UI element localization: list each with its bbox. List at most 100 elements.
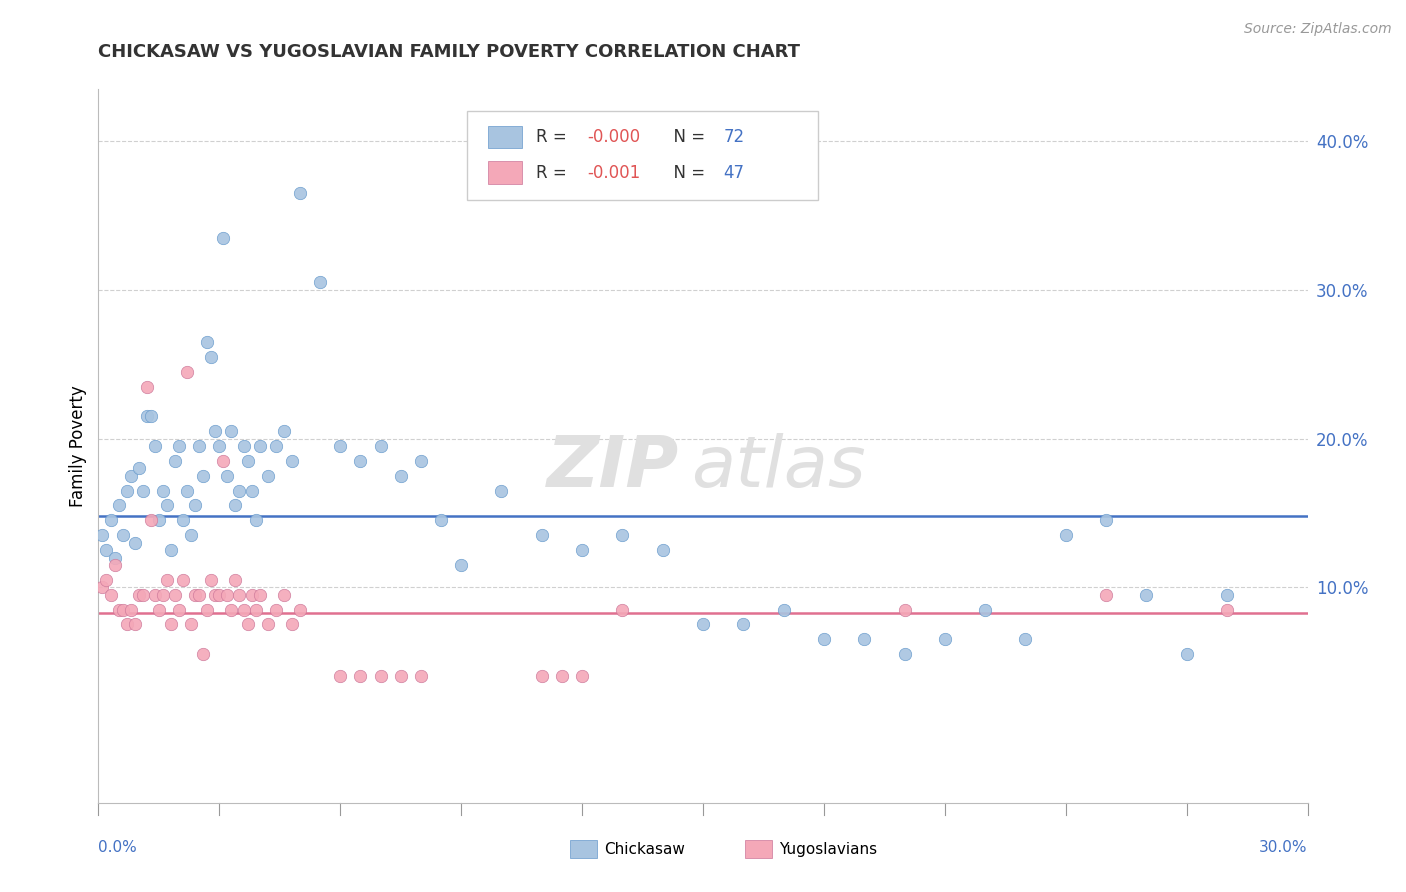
Point	[152, 483, 174, 498]
Point	[148, 602, 170, 616]
Point	[188, 588, 211, 602]
Point	[100, 588, 122, 602]
Point	[200, 573, 222, 587]
Point	[167, 602, 190, 616]
Point	[115, 483, 138, 498]
Point	[195, 334, 218, 349]
Text: 0.0%: 0.0%	[98, 840, 138, 855]
Point	[571, 543, 593, 558]
Point	[208, 439, 231, 453]
Point	[124, 535, 146, 549]
Point	[135, 409, 157, 424]
Text: N =: N =	[664, 128, 710, 146]
Point	[224, 573, 246, 587]
Text: 47: 47	[724, 164, 745, 182]
Point	[273, 588, 295, 602]
Point	[200, 350, 222, 364]
Point	[934, 632, 956, 647]
Point	[212, 231, 235, 245]
Point	[273, 424, 295, 438]
Point	[236, 454, 259, 468]
Point	[409, 669, 432, 683]
Point	[204, 424, 226, 438]
Point	[132, 588, 155, 602]
Point	[180, 617, 202, 632]
Point	[172, 513, 194, 527]
Point	[103, 558, 125, 572]
Point	[651, 543, 673, 558]
Point	[389, 669, 412, 683]
Point	[1135, 588, 1157, 602]
Point	[221, 424, 243, 438]
Point	[143, 439, 166, 453]
Point	[1095, 513, 1118, 527]
Point	[163, 588, 186, 602]
Point	[103, 550, 125, 565]
Point	[530, 528, 553, 542]
Text: 72: 72	[724, 128, 745, 146]
Point	[450, 558, 472, 572]
Point	[160, 617, 183, 632]
Point	[115, 617, 138, 632]
Point	[349, 669, 371, 683]
Point	[281, 617, 304, 632]
Point	[193, 647, 215, 661]
Point	[288, 186, 311, 201]
Text: -0.000: -0.000	[586, 128, 640, 146]
Point	[111, 528, 134, 542]
Point	[152, 588, 174, 602]
Point	[389, 468, 412, 483]
Point	[135, 379, 157, 393]
Point	[232, 439, 254, 453]
Point	[491, 483, 513, 498]
Point	[249, 439, 271, 453]
Point	[160, 543, 183, 558]
Point	[256, 617, 278, 632]
Point	[195, 602, 218, 616]
Point	[1216, 602, 1239, 616]
Point	[120, 468, 142, 483]
Point	[107, 602, 129, 616]
Point	[692, 617, 714, 632]
Point	[571, 669, 593, 683]
Point	[264, 602, 287, 616]
Point	[281, 454, 304, 468]
Point	[612, 602, 634, 616]
Point	[430, 513, 453, 527]
Point	[893, 602, 915, 616]
Point	[124, 617, 146, 632]
Y-axis label: Family Poverty: Family Poverty	[69, 385, 87, 507]
Text: R =: R =	[536, 164, 572, 182]
Point	[240, 483, 263, 498]
Point	[228, 483, 250, 498]
Point	[264, 439, 287, 453]
Point	[128, 588, 150, 602]
Point	[249, 588, 271, 602]
Point	[1014, 632, 1036, 647]
Point	[309, 276, 332, 290]
Point	[91, 528, 114, 542]
Point	[156, 573, 179, 587]
Point	[204, 588, 226, 602]
Point	[349, 454, 371, 468]
Point	[974, 602, 997, 616]
Point	[245, 602, 267, 616]
Point	[163, 454, 186, 468]
Point	[551, 669, 574, 683]
Point	[184, 499, 207, 513]
Text: CHICKASAW VS YUGOSLAVIAN FAMILY POVERTY CORRELATION CHART: CHICKASAW VS YUGOSLAVIAN FAMILY POVERTY …	[98, 43, 800, 61]
Point	[184, 588, 207, 602]
Text: N =: N =	[664, 164, 710, 182]
Point	[128, 461, 150, 475]
Point	[370, 439, 392, 453]
Point	[176, 365, 198, 379]
Point	[329, 669, 352, 683]
Point	[176, 483, 198, 498]
Point	[288, 602, 311, 616]
Point	[148, 513, 170, 527]
Point	[236, 617, 259, 632]
Point	[370, 669, 392, 683]
Point	[188, 439, 211, 453]
Point	[143, 588, 166, 602]
Point	[96, 573, 118, 587]
